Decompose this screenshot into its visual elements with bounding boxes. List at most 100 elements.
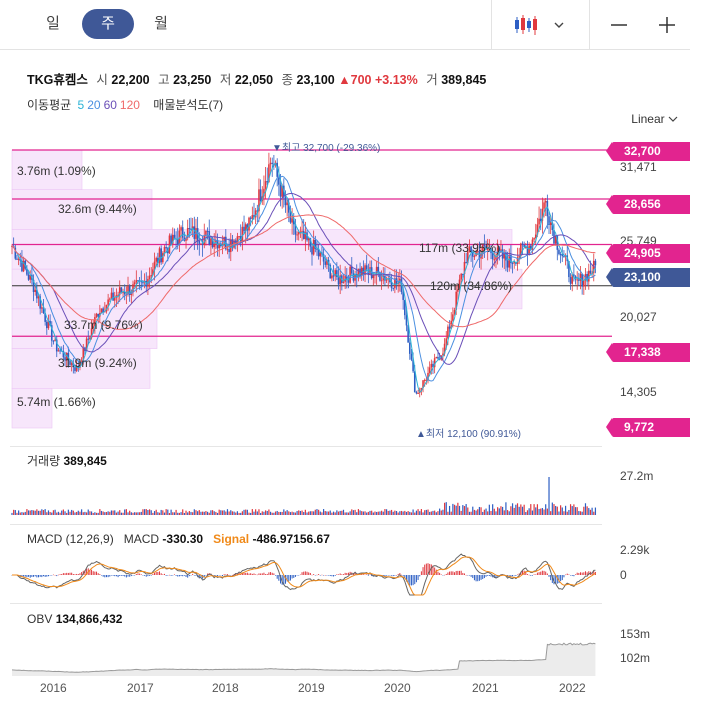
volume-bar: [452, 503, 454, 515]
volume-bar: [82, 512, 84, 515]
candle-body: [286, 202, 288, 206]
zoom-in-button[interactable]: [644, 0, 690, 50]
chart-type-button[interactable]: [500, 0, 580, 50]
ma120-line: [11, 214, 596, 330]
candle-body: [316, 248, 318, 250]
tab-monthly[interactable]: 월: [154, 15, 168, 32]
volume-bar: [231, 511, 234, 515]
volume-bar: [195, 510, 197, 515]
volume-bar: [162, 510, 164, 515]
candle-body: [50, 325, 53, 341]
volume-bar: [521, 506, 524, 515]
volume-bar: [59, 512, 61, 515]
candle-body: [47, 320, 50, 329]
volume-axis-tick: 27.2m: [620, 469, 654, 483]
volume-bar: [535, 507, 537, 515]
macd-histogram-bar: [165, 575, 167, 576]
tab-daily[interactable]: 일: [46, 15, 60, 32]
macd-histogram-bar: [144, 575, 146, 576]
candle-body: [390, 282, 393, 288]
macd-histogram-bar: [553, 575, 555, 585]
volume-bar: [523, 504, 525, 515]
candle-body: [162, 253, 164, 263]
volume-bar: [448, 505, 451, 515]
volume-bar: [447, 511, 449, 515]
volume-bar: [197, 511, 199, 515]
scale-mode-label: Linear: [631, 112, 665, 126]
volume-bar: [326, 511, 328, 515]
volume-bar: [414, 512, 416, 515]
candle-body: [462, 273, 464, 275]
volume-bar: [468, 511, 471, 515]
macd-histogram-bar: [565, 574, 567, 576]
macd-histogram-bar: [495, 575, 497, 579]
volume-bar: [142, 509, 144, 515]
macd-histogram-bar: [71, 572, 73, 575]
macd-histogram-bar: [546, 573, 548, 575]
macd-histogram-bar: [46, 575, 48, 577]
candle-body: [287, 202, 290, 213]
volume-bar: [400, 510, 403, 515]
candle-body: [412, 359, 414, 372]
volume-profile-bin-label: 3.76m (1.09%): [17, 164, 96, 178]
volume-bar: [241, 511, 243, 515]
volume-bar: [208, 512, 210, 515]
tab-weekly[interactable]: 주: [82, 9, 134, 39]
volume-bar: [473, 509, 476, 515]
volume-bar: [354, 509, 356, 515]
macd-histogram-bar: [154, 572, 156, 575]
macd-histogram-bar: [488, 575, 490, 576]
macd-histogram-bar: [334, 575, 336, 576]
candle-body: [377, 266, 380, 273]
candle-body: [528, 245, 530, 255]
macd-histogram-bar: [424, 564, 426, 575]
macd-histogram-bar: [498, 575, 500, 576]
macd-histogram-bar: [560, 575, 562, 582]
volume-bar: [202, 511, 204, 515]
candle-body: [248, 217, 250, 231]
volume-bar: [493, 508, 495, 515]
volume-bar: [321, 512, 323, 515]
candle-body: [561, 254, 564, 257]
macd-histogram-bar: [460, 570, 462, 575]
macd-histogram-bar: [159, 571, 161, 575]
macd-histogram-bar: [26, 575, 28, 578]
candle-body: [42, 307, 45, 313]
candle-body: [34, 289, 37, 292]
zoom-out-button[interactable]: [596, 0, 642, 50]
volume-bar: [351, 509, 353, 515]
candle-body: [448, 326, 451, 329]
macd-histogram-bar: [135, 573, 137, 575]
scale-mode-dropdown[interactable]: Linear: [631, 112, 678, 126]
volume-bar: [339, 510, 341, 515]
price-level-tag: 9,772: [606, 418, 690, 437]
candle-body: [122, 292, 124, 294]
macd-pane-title: MACD (12,26,9) MACD -330.30 Signal -486.…: [27, 532, 330, 546]
volume-bar: [143, 509, 146, 515]
macd-histogram-bar: [298, 575, 300, 576]
macd-histogram-bar: [326, 575, 328, 576]
macd-histogram-bar: [149, 575, 151, 576]
macd-histogram-bar: [99, 574, 101, 575]
macd-histogram-bar: [389, 575, 391, 576]
macd-histogram-bar: [89, 569, 91, 575]
volume-bar: [377, 511, 379, 515]
macd-histogram-bar: [125, 575, 127, 578]
candle-body: [77, 366, 80, 368]
macd-histogram-bar: [160, 573, 162, 575]
macd-histogram-bar: [347, 572, 349, 575]
macd-histogram-bar: [221, 575, 223, 576]
macd-histogram-bar: [591, 572, 593, 575]
volume-bar: [515, 504, 517, 515]
macd-histogram-bar: [405, 575, 407, 582]
macd-histogram-bar: [193, 575, 195, 576]
candle-body: [112, 292, 114, 301]
macd-histogram-bar: [223, 574, 225, 575]
volume-bar: [114, 510, 116, 515]
candle-body: [457, 289, 459, 292]
macd-histogram-bar: [480, 575, 482, 580]
indicator-legend[interactable]: 이동평균 5 20 60 120 매물분석도(7): [27, 96, 226, 113]
volume-bar: [125, 509, 127, 515]
volume-bar: [569, 504, 572, 515]
